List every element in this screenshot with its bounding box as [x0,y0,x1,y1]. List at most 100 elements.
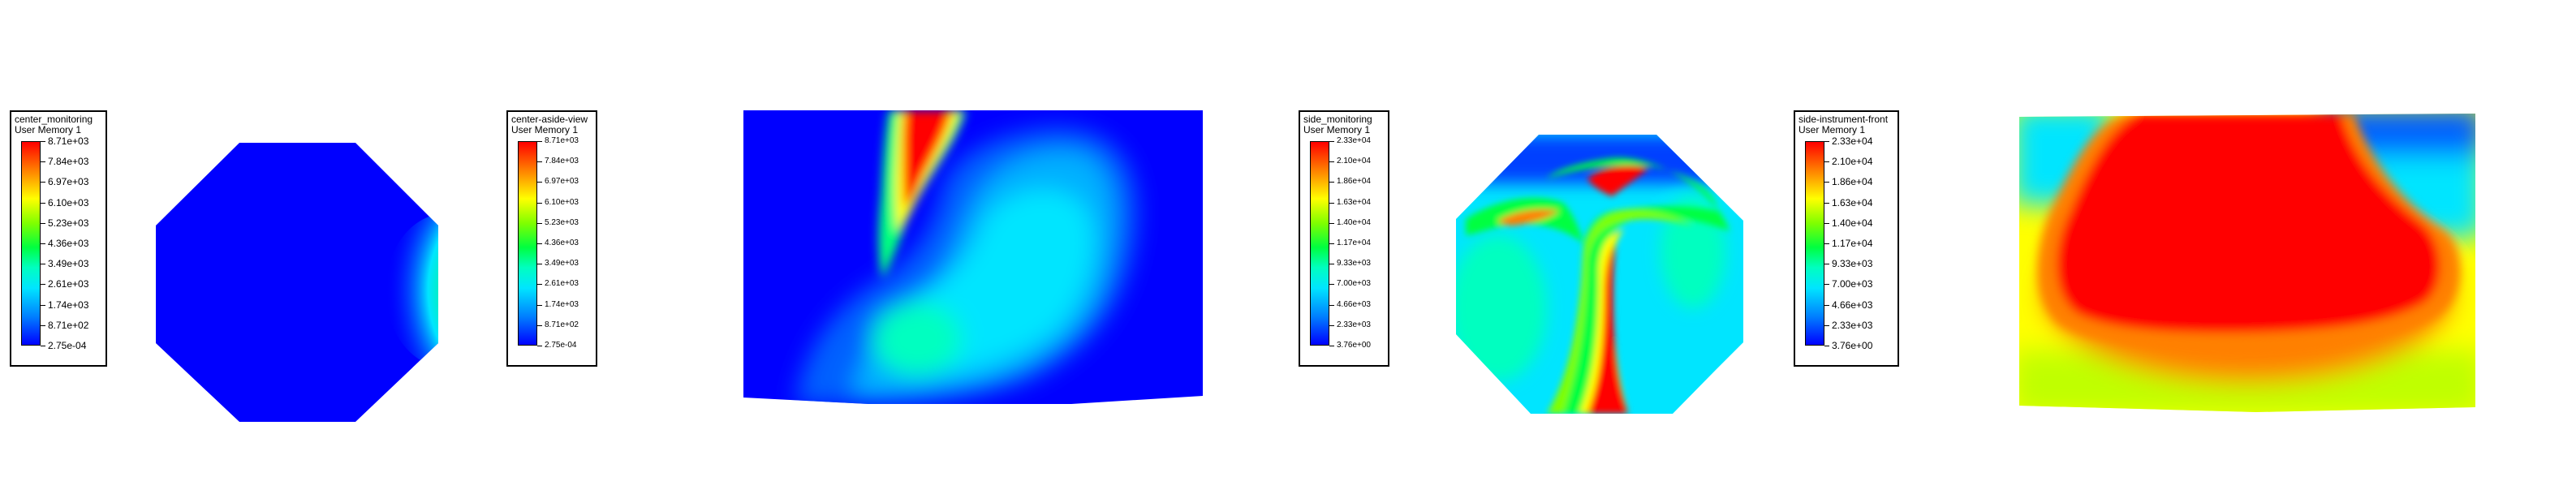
colorbar-tick-label: 2.10e+04 [1337,157,1371,166]
colorbar-tick-label: 7.00e+03 [1832,278,1873,290]
colorbar-tick [1329,284,1334,286]
colorbar-tick [1824,222,1829,224]
legend-title: side-instrument-front [1798,114,1889,125]
colorbar-tick [41,324,45,326]
colorbar-tick-label: 1.40e+04 [1337,217,1371,227]
legend-center-aside-view: center-aside-view User Memory 1 8.71e+03… [506,110,597,367]
colorbar-tick-label: 1.40e+04 [1832,217,1873,229]
colorbar-tick [537,161,542,163]
colorbar [1805,141,1824,346]
colorbar-tick-label: 8.71e+03 [545,136,579,145]
colorbar-tick [1824,161,1829,163]
colorbar-tick-label: 2.61e+03 [545,279,579,289]
colorbar-tick [1824,324,1829,326]
colorbar-tick-label: 1.17e+04 [1832,238,1873,249]
colorbar-tick-label: 5.23e+03 [48,217,89,229]
colorbar [21,141,41,346]
colorbar-tick [1824,284,1829,286]
colorbar-tick-label: 3.49e+03 [48,258,89,270]
colorbar [518,141,537,346]
colorbar-tick [41,284,45,286]
colorbar-tick [41,222,45,224]
colorbar-tick-label: 6.10e+03 [545,197,579,207]
colorbar-tick-label: 7.00e+03 [1337,279,1371,289]
colorbar-tick [537,243,542,244]
colorbar-tick-label: 5.23e+03 [545,217,579,227]
colorbar-tick [1329,141,1334,142]
colorbar-tick [537,324,542,326]
colorbar-tick-label: 2.33e+03 [1832,319,1873,331]
colorbar-tick-label: 2.61e+03 [48,278,89,290]
colorbar-tick-label: 6.97e+03 [48,176,89,188]
colorbar-tick [1329,243,1334,244]
colorbar-tick-label: 4.36e+03 [545,238,579,247]
legend-title: center-aside-view [511,114,588,125]
colorbar-tick-label: 2.10e+04 [1832,156,1873,168]
colorbar-tick-label: 6.97e+03 [545,177,579,187]
colorbar-tick [1329,304,1334,306]
colorbar-tick-label: 9.33e+03 [1832,258,1873,270]
legend-side-monitoring: side_monitoring User Memory 1 2.33e+04 2.… [1299,110,1389,367]
colorbar-tick-label: 8.71e+02 [545,320,579,329]
legend-side-instrument-front: side-instrument-front User Memory 1 2.33… [1794,110,1899,367]
legend-title: center_monitoring [15,114,93,125]
colorbar-tick [1824,182,1829,183]
legend-subtitle: User Memory 1 [511,124,579,135]
colorbar-tick [41,304,45,306]
contour-plot-center-aside-view [743,110,1203,404]
colorbar-tick [537,284,542,286]
colorbar-tick-label: 3.49e+03 [545,259,579,269]
colorbar-tick-label: 4.66e+03 [1832,299,1873,311]
colorbar-tick-label: 3.76e+00 [1832,340,1873,351]
colorbar-tick-label: 1.86e+04 [1832,176,1873,188]
colorbar-tick-label: 9.33e+03 [1337,259,1371,269]
colorbar-tick [1824,141,1829,142]
colorbar-tick [537,141,542,142]
colorbar-tick-label: 1.74e+03 [48,299,89,311]
colorbar-tick [1329,161,1334,163]
colorbar-tick-label: 1.74e+03 [545,299,579,309]
colorbar-tick [1329,182,1334,183]
colorbar-tick-label: 1.63e+04 [1337,197,1371,207]
colorbar-tick-label: 1.17e+04 [1337,238,1371,247]
contour-plot-side-instrument-front [2019,114,2475,412]
colorbar-tick-label: 2.33e+03 [1337,320,1371,329]
colorbar-tick-label: 6.10e+03 [48,196,89,208]
colorbar-tick-label: 2.33e+04 [1832,135,1873,147]
contour-plot-side-monitoring [1456,135,1743,414]
colorbar-tick [1824,202,1829,204]
legend-subtitle: User Memory 1 [15,124,82,135]
octagon-domain [156,143,438,422]
colorbar-tick [1329,202,1334,204]
colorbar-tick [1824,304,1829,306]
colorbar-tick [537,182,542,183]
colorbar-tick-label: 2.75e-04 [48,340,87,351]
colorbar-tick-label: 8.71e+02 [48,319,89,331]
colorbar-tick-label: 2.75e-04 [545,341,577,350]
colorbar-tick [41,161,45,163]
colorbar-tick-label: 1.63e+04 [1832,196,1873,208]
legend-subtitle: User Memory 1 [1303,124,1371,135]
colorbar-tick [537,304,542,306]
legend-subtitle: User Memory 1 [1798,124,1866,135]
contour-plot-center-monitoring [156,143,438,422]
colorbar-tick [1329,324,1334,326]
colorbar-tick-label: 8.71e+03 [48,135,89,147]
colorbar-tick [41,141,45,142]
colorbar-tick-label: 1.86e+04 [1337,177,1371,187]
colorbar-tick [41,243,45,244]
colorbar-tick-label: 7.84e+03 [48,156,89,168]
colorbar-tick [41,202,45,204]
colorbar-tick [1329,222,1334,224]
colorbar-tick-label: 7.84e+03 [545,157,579,166]
colorbar-tick-label: 4.36e+03 [48,238,89,249]
colorbar-tick-label: 4.66e+03 [1337,299,1371,309]
colorbar-tick [1824,243,1829,244]
colorbar-tick [537,222,542,224]
colorbar-tick [41,182,45,183]
colorbar-tick [537,202,542,204]
colorbar [1310,141,1329,346]
legend-title: side_monitoring [1303,114,1372,125]
legend-center-monitoring: center_monitoring User Memory 1 8.71e+03… [10,110,107,367]
colorbar-tick-label: 2.33e+04 [1337,136,1371,145]
